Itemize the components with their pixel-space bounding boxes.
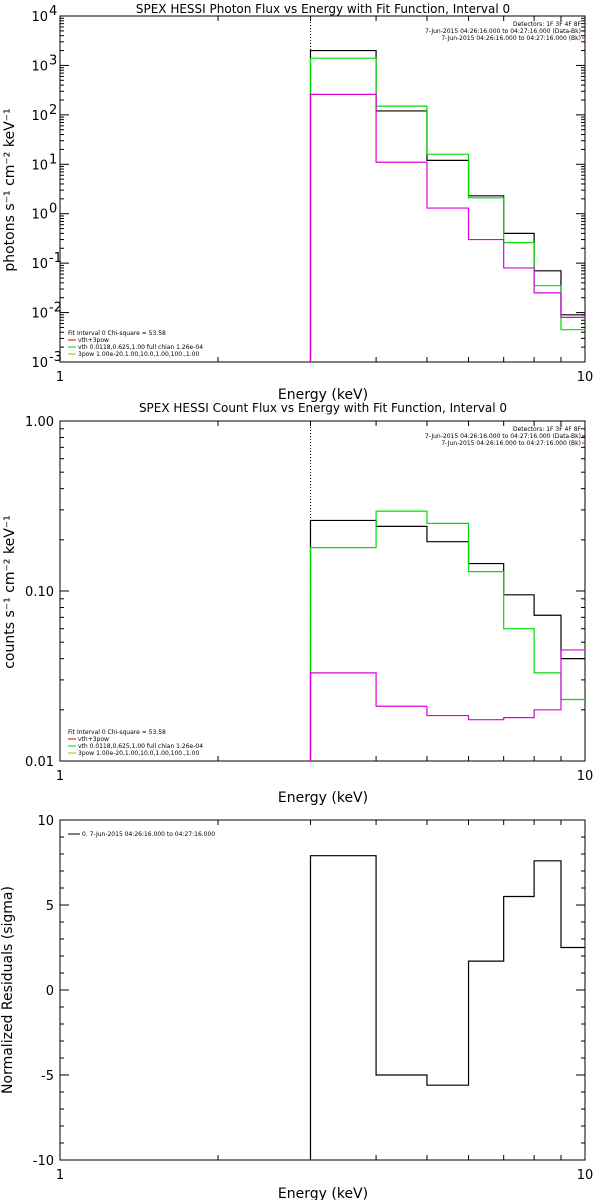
photon-series-1-histogram [309,57,585,362]
photon-series-0-histogram [309,49,585,362]
photon-y-tick-label: 10 [31,59,48,74]
photon-legend-top-entry: 7-Jun-2015 04:26:16.000 to 04:27:16.000 … [441,35,581,42]
photon-legend-bottom-entry: 3pow 1.00e-20,1.00,10.0,1.00,100.,1.00 [78,351,199,358]
photon-y-tick-label: 10 [31,307,48,322]
photon-y-tick-exponent: -2 [49,301,62,316]
count-series-2-histogram [309,649,585,761]
photon-y-tick-label: 10 [31,257,48,272]
photon-legend-bottom-entry: vth 0.0118,0.625,1.00 full chian 1.26e-0… [78,344,203,351]
photon-y-axis-label: photons s⁻¹ cm⁻² keV⁻¹ [2,108,18,271]
count-legend-bottom-entry: vth+3pow [78,736,109,743]
count-legend-bottom-entry: 3pow 1.00e-20,1.00,10.0,1.00,100.,1.00 [78,750,199,757]
photon-y-tick-exponent: 4 [49,4,57,19]
photon-plot-frame [59,15,586,363]
resid-y-axis-label: Normalized Residuals (sigma) [0,886,16,1094]
photon-y-tick-label: 10 [31,10,48,25]
photon-legend-bottom-entry: vth+3pow [78,337,109,344]
resid-x-tick-label: 1 [56,1168,64,1183]
photon-plot-marks: 10 -310 -210 -110 010 110 210 310 41 10Detectors:… [31,4,593,385]
photon-legend-top-entry: Detectors: 1F 3F 4F 8F [513,21,582,28]
residuals-panel: Normalized Residuals (sigma) Energy (keV… [0,814,593,1200]
count-legend-bottom-entry: Fit Interval 0 Chi-square = 53.58 [68,729,166,736]
count-legend-bottom-entry: vth 0.0118,0.625,1.00 full chian 1.26e-0… [78,743,203,750]
resid-y-tick-label: 5 [46,899,54,914]
count-x-tick-label: 10 [577,769,594,784]
photon-y-tick-exponent: -3 [49,350,62,365]
count-series-0-histogram [309,519,585,761]
photon-y-tick-label: 10 [31,356,48,371]
count-y-tick-label: 0.10 [25,585,54,600]
photon-x-tick-label: 10 [577,370,594,385]
count-chart-title: SPEX HESSI Count Flux vs Energy with Fit… [139,401,507,415]
resid-y-tick-label: -5 [41,1069,54,1084]
count-flux-panel: SPEX HESSI Count Flux vs Energy with Fit… [2,401,593,806]
photon-y-tick-exponent: -1 [49,251,62,266]
count-y-axis-label: counts s⁻¹ cm⁻² keV⁻¹ [2,515,18,669]
resid-plot-frame [59,819,586,1161]
photon-y-tick-label: 10 [31,208,48,223]
count-plot-frame [59,420,586,762]
photon-legend-bottom-entry: Fit Interval 0 Chi-square = 53.58 [68,330,166,337]
count-legend-top-entry: Detectors: 1F 3F 4F 8F [513,426,582,433]
count-legend-top-entry: 7-Jun-2015 04:26:16.000 to 04:27:16.000 … [441,440,581,447]
photon-x-axis-label: Energy (keV) [278,387,368,403]
count-series-1-histogram [309,510,585,761]
count-x-axis-label: Energy (keV) [278,790,368,806]
resid-y-tick-label: 10 [37,814,54,829]
photon-y-tick-exponent: 0 [49,202,57,217]
resid-y-tick-label: -10 [33,1154,54,1169]
count-x-tick-label: 1 [56,769,64,784]
photon-x-tick-label: 1 [56,370,64,385]
photon-y-tick-label: 10 [31,158,48,173]
resid-legend-left-entry: 0. 7-Jun-2015 04:26:16.000 to 04:27:16.0… [82,831,215,838]
photon-series-2-histogram [309,93,585,362]
resid-series-0-histogram [309,855,585,1160]
resid-x-axis-label: Energy (keV) [278,1186,368,1200]
count-legend-top-entry: 7-Jun-2015 04:26:16.000 to 04:27:16.000 … [425,433,581,440]
resid-x-tick-label: 10 [577,1168,594,1183]
count-y-tick-label: 1.00 [25,415,54,430]
resid-y-tick-label: 0 [46,984,54,999]
photon-y-tick-exponent: 1 [49,152,57,167]
resid-plot-marks: -10 -5 0 5 10 1 10 0. 7-Jun-2015 04:26:16.000 t… [33,814,594,1183]
photon-y-tick-label: 10 [31,109,48,124]
count-y-tick-label: 0.01 [25,755,54,770]
photon-legend-top-entry: 7-Jun-2015 04:26:16.000 to 04:27:16.000 … [425,28,581,35]
photon-y-tick-exponent: 3 [49,53,57,68]
photon-y-tick-exponent: 2 [49,103,57,118]
photon-chart-title: SPEX HESSI Photon Flux vs Energy with Fi… [136,2,510,16]
photon-flux-panel: SPEX HESSI Photon Flux vs Energy with Fi… [2,2,593,403]
